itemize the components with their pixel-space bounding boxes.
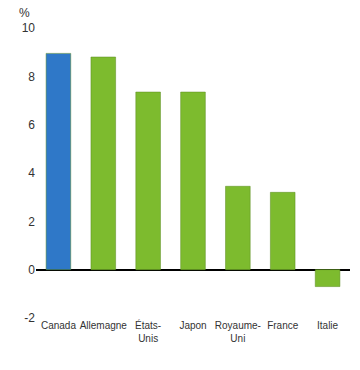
svg-text:10: 10 [22, 21, 36, 35]
svg-text:8: 8 [28, 70, 35, 84]
svg-text:Japon: Japon [179, 320, 206, 331]
svg-text:Canada: Canada [41, 320, 76, 331]
svg-text:2: 2 [28, 215, 35, 229]
svg-text:%: % [19, 6, 30, 20]
svg-text:Italie: Italie [317, 320, 339, 331]
svg-text:Royaume-Uni: Royaume-Uni [215, 320, 261, 344]
svg-text:-2: -2 [24, 311, 35, 325]
svg-text:Allemagne: Allemagne [80, 320, 128, 331]
svg-text:France: France [267, 320, 299, 331]
svg-text:États-Unis: États-Unis [135, 319, 161, 344]
svg-text:6: 6 [28, 118, 35, 132]
svg-text:0: 0 [28, 263, 35, 277]
svg-text:4: 4 [28, 166, 35, 180]
